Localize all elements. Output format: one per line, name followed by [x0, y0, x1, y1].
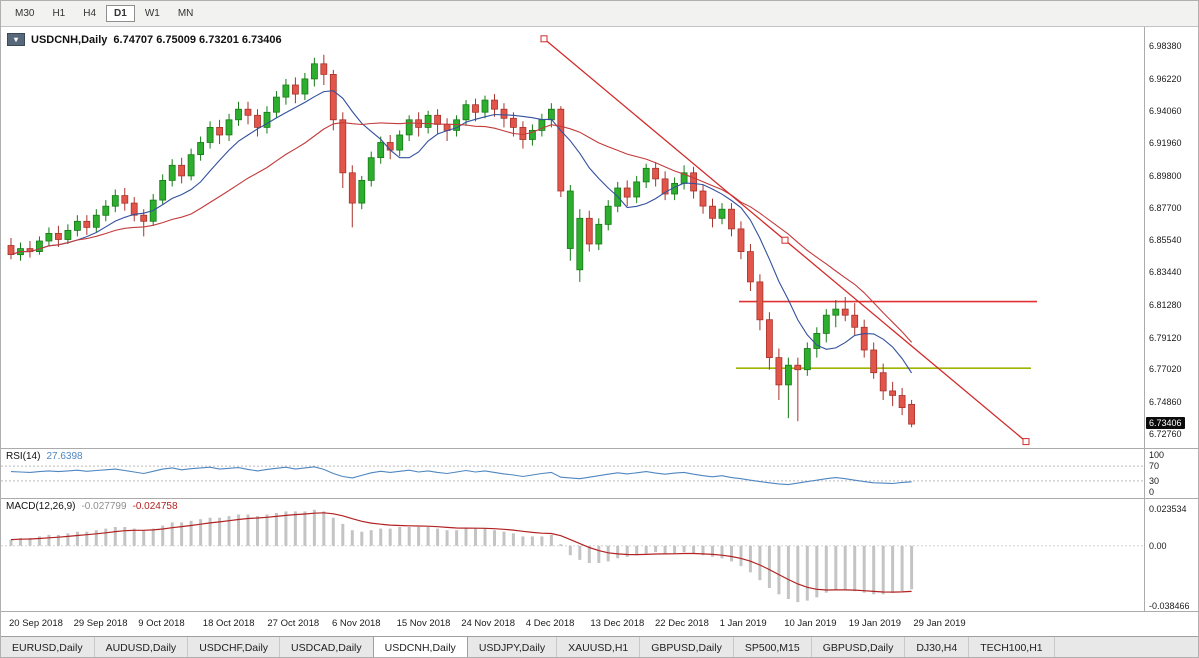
macd-axis[interactable]: 0.023534 0.00 -0.038466: [1144, 498, 1198, 611]
date-tick-label: 13 Dec 2018: [590, 618, 645, 629]
date-tick-label: 15 Nov 2018: [396, 618, 451, 629]
date-tick-label: 29 Jan 2019: [913, 618, 966, 629]
symbol-tab-dj30[interactable]: DJ30,H4: [905, 637, 970, 657]
rsi-tick-label: 100: [1149, 450, 1165, 460]
chart-title: ▾ USDCNH,Daily 6.74707 6.75009 6.73201 6…: [7, 33, 282, 46]
timeframe-toolbar: M30 H1 H4 D1 W1 MN: [1, 1, 1198, 27]
rsi-name: RSI(14): [6, 451, 41, 462]
price-tick-label: 6.94060: [1149, 106, 1182, 117]
rsi-label: RSI(14) 27.6398: [6, 451, 83, 462]
date-axis[interactable]: 20 Sep 2018 29 Sep 2018 9 Oct 2018 18 Oct 2…: [1, 611, 1198, 636]
symbol-tab-audusd[interactable]: AUDUSD,Daily: [95, 637, 189, 657]
date-tick-label: 27 Oct 2018: [267, 618, 320, 629]
symbol-dropdown-button[interactable]: ▾: [7, 33, 25, 46]
current-price-tag: 6.73406: [1146, 417, 1185, 430]
symbol-tab-gbpusd[interactable]: GBPUSD,Daily: [640, 637, 734, 657]
price-tick-label: 6.89800: [1149, 170, 1182, 181]
date-tick-label: 6 Nov 2018: [332, 618, 381, 629]
macd-chart-canvas[interactable]: [1, 499, 1144, 611]
rsi-panel: RSI(14) 27.6398: [1, 448, 1144, 498]
date-tick-label: 20 Sep 2018: [9, 618, 63, 629]
macd-label: MACD(12,26,9) -0.027799 -0.024758: [6, 501, 178, 512]
date-tick-label: 29 Sep 2018: [73, 618, 128, 629]
price-tick-label: 6.79120: [1149, 332, 1182, 343]
symbol-tab-usdcnh[interactable]: USDCNH,Daily: [372, 637, 468, 657]
price-tick-label: 6.74860: [1149, 397, 1182, 408]
rsi-chart-canvas[interactable]: [1, 449, 1144, 498]
price-axis[interactable]: 6.73406 6.98380 6.96220 6.94060 6.91960 6.89…: [1144, 27, 1198, 448]
price-tick-label: 6.77020: [1149, 364, 1182, 375]
macd-panel: MACD(12,26,9) -0.027799 -0.024758: [1, 498, 1144, 611]
price-tick-label: 6.83440: [1149, 267, 1182, 278]
symbol-tab-gbpusd[interactable]: GBPUSD,Daily: [812, 637, 906, 657]
symbol-timeframe-label: USDCNH,Daily: [31, 33, 108, 46]
date-tick-label: 1 Jan 2019: [719, 618, 767, 629]
timeframe-button-d1[interactable]: D1: [106, 5, 135, 22]
chevron-down-icon: ▾: [13, 35, 18, 44]
date-tick-label: 24 Nov 2018: [461, 618, 516, 629]
symbol-tab-eurusd[interactable]: EURUSD,Daily: [1, 637, 95, 657]
date-tick-label: 9 Oct 2018: [138, 618, 185, 629]
rsi-tick-label: 30: [1149, 475, 1160, 486]
rsi-axis[interactable]: 100 70 30 0: [1144, 448, 1198, 498]
price-tick-label: 6.96220: [1149, 73, 1182, 84]
timeframe-button-mn[interactable]: MN: [170, 5, 202, 22]
macd-signal-value: -0.024758: [132, 501, 178, 512]
price-tick-label: 6.85540: [1149, 235, 1182, 246]
macd-tick-label: -0.038466: [1149, 601, 1190, 611]
main-chart-panel: ▾ USDCNH,Daily 6.74707 6.75009 6.73201 6…: [1, 27, 1144, 448]
symbol-tab-usdjpy[interactable]: USDJPY,Daily: [468, 637, 558, 657]
macd-tick-label: 0.00: [1149, 540, 1167, 551]
date-tick-label: 4 Dec 2018: [525, 618, 575, 629]
macd-tick-label: 0.023534: [1149, 504, 1187, 514]
price-tick-label: 6.81280: [1149, 299, 1182, 310]
timeframe-button-m30[interactable]: M30: [7, 5, 42, 22]
symbol-tab-tech100[interactable]: TECH100,H1: [969, 637, 1055, 657]
symbol-tab-xauusd[interactable]: XAUUSD,H1: [557, 637, 641, 657]
date-tick-label: 18 Oct 2018: [202, 618, 255, 629]
price-tick-label: 6.72760: [1149, 428, 1182, 439]
rsi-tick-label: 70: [1149, 461, 1160, 472]
ohlc-values: 6.74707 6.75009 6.73201 6.73406: [113, 33, 282, 46]
date-tick-label: 22 Dec 2018: [655, 618, 709, 629]
price-tick-label: 6.98380: [1149, 40, 1182, 51]
rsi-tick-label: 0: [1149, 487, 1155, 497]
symbol-tab-usdchf[interactable]: USDCHF,Daily: [188, 637, 281, 657]
timeframe-button-w1[interactable]: W1: [137, 5, 168, 22]
macd-name: MACD(12,26,9): [6, 501, 76, 512]
price-chart-canvas[interactable]: [1, 27, 1144, 448]
price-tick-label: 6.87700: [1149, 202, 1182, 213]
timeframe-button-h1[interactable]: H1: [44, 5, 73, 22]
macd-main-value: -0.027799: [81, 501, 127, 512]
symbol-tab-usdcad[interactable]: USDCAD,Daily: [280, 637, 374, 657]
chart-tab-bar: EURUSD,Daily AUDUSD,Daily USDCHF,Daily USDC…: [1, 636, 1198, 657]
rsi-value: 27.6398: [46, 451, 83, 462]
price-tick-label: 6.91960: [1149, 138, 1182, 149]
date-tick-label: 10 Jan 2019: [784, 618, 837, 629]
symbol-tab-sp500[interactable]: SP500,M15: [734, 637, 812, 657]
timeframe-button-h4[interactable]: H4: [75, 5, 104, 22]
date-tick-label: 19 Jan 2019: [848, 618, 902, 629]
